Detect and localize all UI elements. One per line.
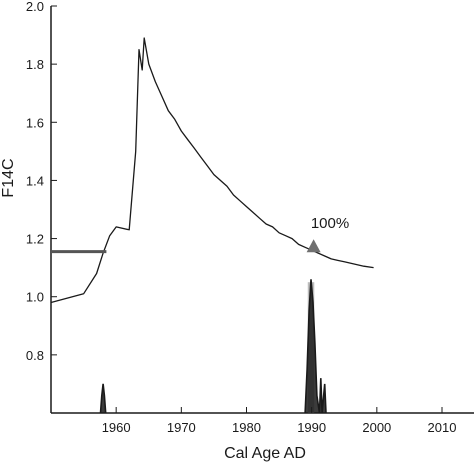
curve-layer (50, 37, 374, 304)
curve-line (50, 37, 374, 304)
y-tick-label: 1.4 (26, 173, 44, 188)
y-axis-label: F14C (0, 158, 17, 197)
y-ticks: 0.8 1.0 1.2 1.4 1.6 1.8 2.0 (26, 0, 57, 363)
marker-layer (306, 239, 321, 253)
x-axis-label: Cal Age AD (224, 445, 306, 462)
y-tick-label: 2.0 (26, 0, 44, 14)
y-tick-label: 1.6 (26, 115, 44, 130)
y-tick-label: 1.0 (26, 290, 44, 305)
probability-peak (304, 279, 327, 414)
y-tick-label: 1.8 (26, 57, 44, 72)
plot-area (50, 6, 474, 414)
x-tick-label: 1990 (297, 420, 326, 435)
x-tick-label: 2010 (428, 420, 457, 435)
x-ticks: 1960 1970 1980 1990 2000 2010 (102, 407, 457, 435)
marker-label: 100% (311, 215, 349, 232)
marker-triangle (306, 239, 321, 253)
x-tick-label: 2000 (362, 420, 391, 435)
probability-peaks-layer (99, 279, 327, 414)
x-tick-label: 1980 (232, 420, 261, 435)
probability-peak (99, 383, 107, 414)
x-tick-label: 1970 (167, 420, 196, 435)
y-tick-label: 0.8 (26, 348, 44, 363)
x-tick-label: 1960 (102, 420, 131, 435)
y-tick-label: 1.2 (26, 232, 44, 247)
